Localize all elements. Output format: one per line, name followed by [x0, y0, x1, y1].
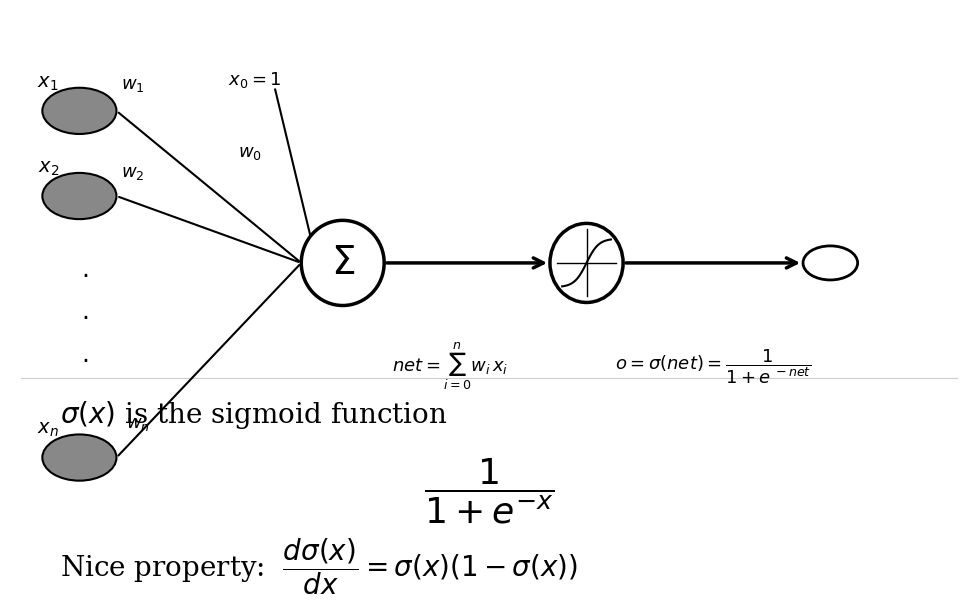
Text: $net = \sum_{i=0}^{n} w_i\, x_i$: $net = \sum_{i=0}^{n} w_i\, x_i$: [392, 340, 508, 392]
Text: $\Sigma$: $\Sigma$: [330, 244, 355, 282]
Text: $o = \sigma(net) = \dfrac{1}{1 + e^{\,-net}}$: $o = \sigma(net) = \dfrac{1}{1 + e^{\,-n…: [615, 347, 811, 386]
Ellipse shape: [301, 221, 384, 306]
Text: Nice property:  $\dfrac{d\sigma(x)}{dx} = \sigma(x)(1 - \sigma(x))$: Nice property: $\dfrac{d\sigma(x)}{dx} =…: [60, 536, 577, 598]
Text: $\cdot$: $\cdot$: [80, 306, 88, 329]
Text: $\sigma(x)$ is the sigmoid function: $\sigma(x)$ is the sigmoid function: [60, 399, 446, 431]
Circle shape: [42, 173, 116, 219]
Text: $x_1$: $x_1$: [37, 75, 59, 93]
Text: $\dfrac{1}{1 + e^{-x}}$: $\dfrac{1}{1 + e^{-x}}$: [423, 456, 554, 525]
Text: $x_0 = 1$: $x_0 = 1$: [228, 70, 281, 90]
Text: $w_n$: $w_n$: [126, 415, 149, 433]
Circle shape: [42, 434, 116, 481]
Text: $\cdot$: $\cdot$: [80, 349, 88, 371]
Circle shape: [42, 88, 116, 134]
Text: $x_n$: $x_n$: [37, 421, 59, 439]
Text: $\cdot$: $\cdot$: [80, 263, 88, 287]
Circle shape: [802, 246, 857, 280]
Text: $w_0$: $w_0$: [237, 144, 262, 163]
Ellipse shape: [549, 224, 622, 302]
Text: $w_2$: $w_2$: [121, 164, 145, 182]
Text: $x_2$: $x_2$: [37, 159, 59, 178]
Text: $w_1$: $w_1$: [121, 76, 145, 94]
